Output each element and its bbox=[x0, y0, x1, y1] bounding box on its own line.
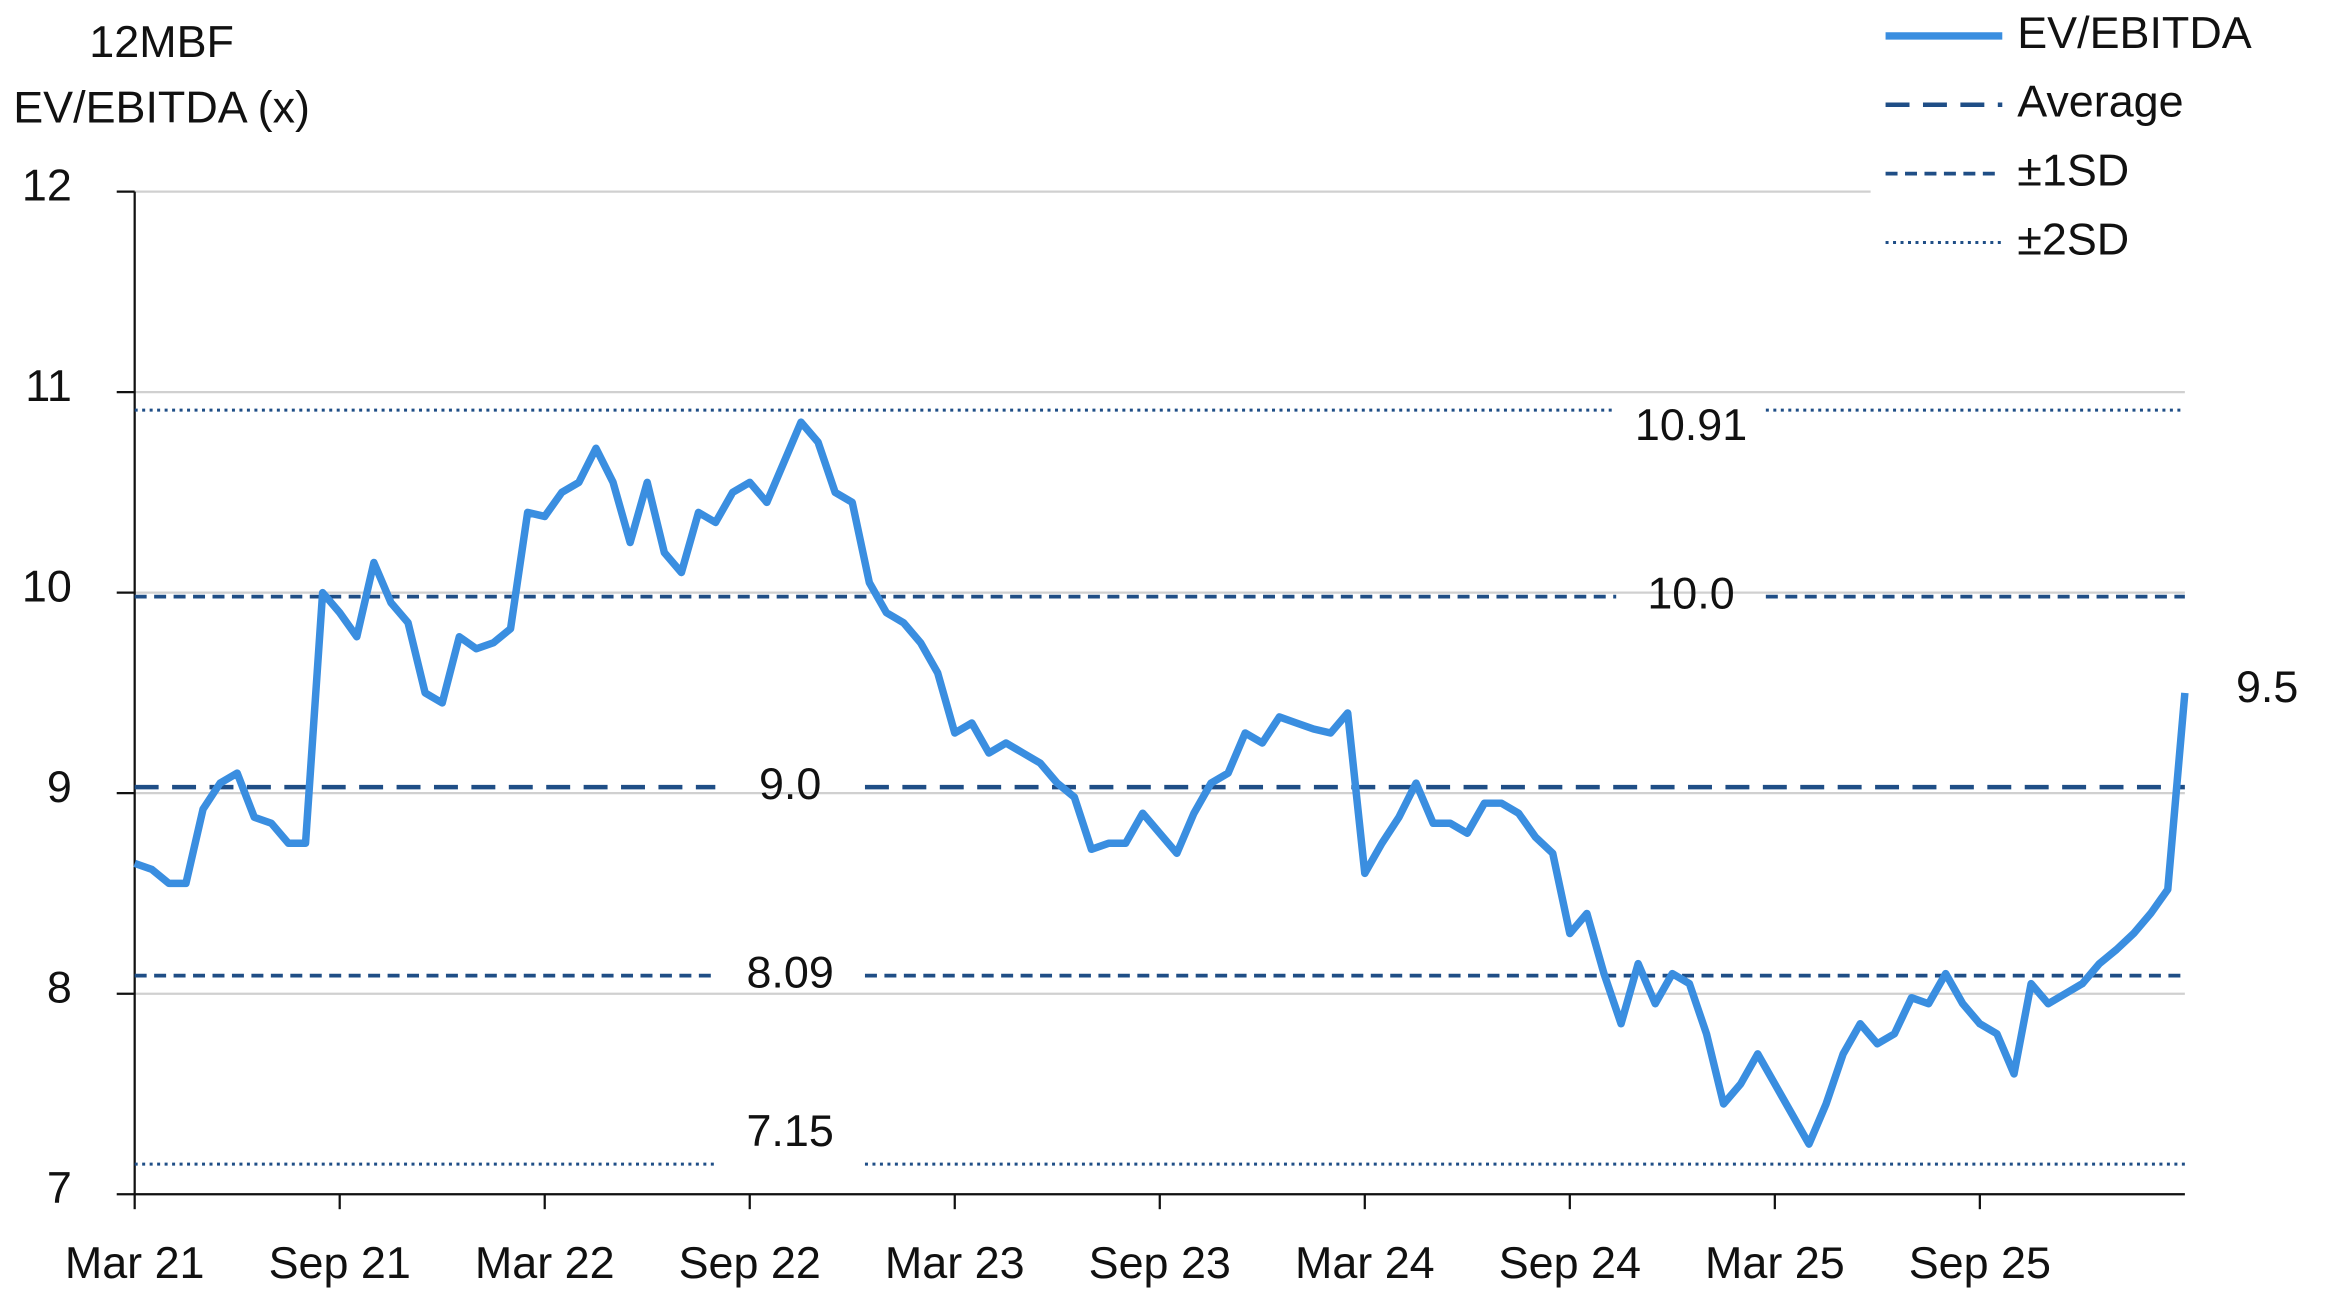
y-tick-label: 8 bbox=[47, 962, 72, 1013]
x-tick-label: Sep 25 bbox=[1909, 1237, 2051, 1288]
reference-label: 8.09 bbox=[746, 947, 833, 998]
y-tick-label: 10 bbox=[22, 561, 72, 612]
legend-label: ±1SD bbox=[2017, 144, 2129, 195]
y-tick-label: 9 bbox=[47, 761, 72, 812]
reference-label: 9.0 bbox=[759, 758, 821, 809]
legend-label: ±2SD bbox=[2017, 213, 2129, 264]
y-axis-label: 12MBF bbox=[89, 16, 234, 67]
end-value-label: 9.5 bbox=[2236, 661, 2298, 712]
x-tick-label: Mar 22 bbox=[475, 1237, 615, 1288]
x-tick-label: Sep 24 bbox=[1499, 1237, 1641, 1288]
x-tick-label: Mar 23 bbox=[885, 1237, 1025, 1288]
series-line bbox=[133, 418, 2189, 1148]
x-tick-label: Sep 23 bbox=[1089, 1237, 1231, 1288]
reference-label: 10.0 bbox=[1647, 568, 1734, 619]
x-tick-label: Sep 21 bbox=[269, 1237, 411, 1288]
reference-label: 10.91 bbox=[1635, 399, 1747, 450]
x-tick-label: Mar 21 bbox=[65, 1237, 205, 1288]
x-tick-label: Sep 22 bbox=[679, 1237, 821, 1288]
y-tick-label: 12 bbox=[22, 159, 72, 210]
y-tick-label: 11 bbox=[25, 360, 72, 411]
y-tick-label: 7 bbox=[47, 1162, 72, 1213]
legend-label: EV/EBITDA bbox=[2017, 7, 2251, 58]
legend-background bbox=[1870, 0, 2339, 285]
x-tick-label: Mar 25 bbox=[1705, 1237, 1845, 1288]
x-tick-label: Mar 24 bbox=[1295, 1237, 1435, 1288]
legend-label: Average bbox=[2017, 76, 2183, 127]
reference-label: 7.15 bbox=[746, 1105, 833, 1156]
y-axis-label: EV/EBITDA (x) bbox=[13, 82, 310, 133]
